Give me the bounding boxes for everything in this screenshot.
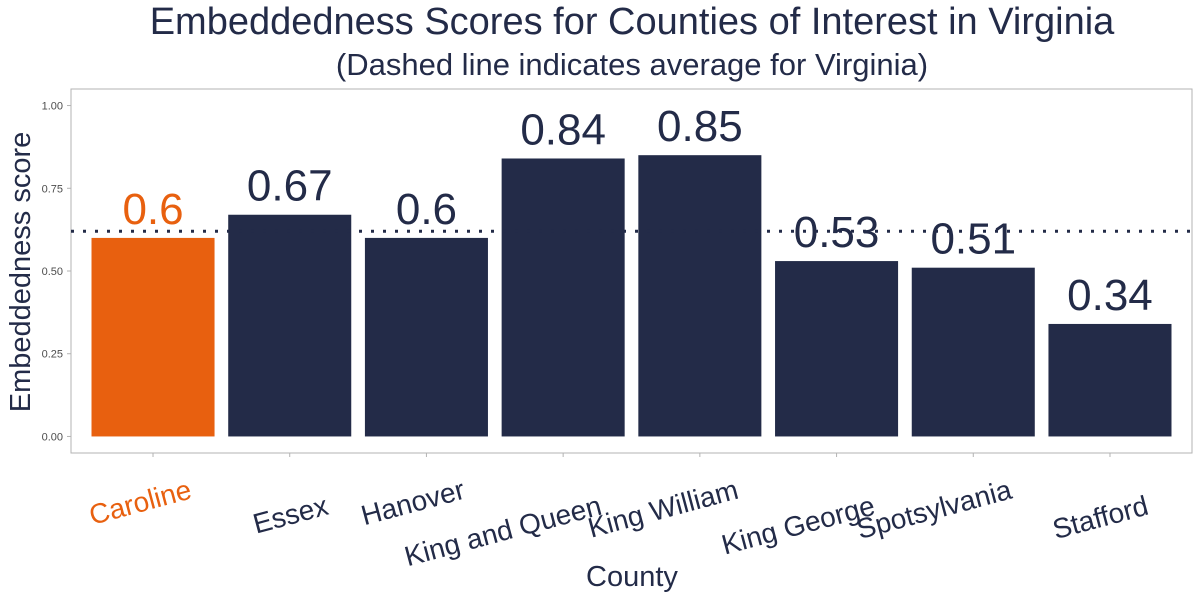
bar — [91, 237, 215, 437]
x-tick-label: King William — [585, 474, 742, 544]
chart-subtitle: (Dashed line indicates average for Virgi… — [336, 47, 928, 82]
x-tick-label: Stafford — [1049, 490, 1151, 545]
x-tick-label: King George — [718, 490, 878, 561]
y-axis: 0.00 0.25 0.50 0.75 1.00 — [42, 101, 71, 443]
bar — [775, 261, 899, 437]
bar-value-label: 0.51 — [930, 215, 1016, 264]
bar — [1048, 323, 1172, 437]
y-tick-label: 0.25 — [42, 349, 63, 361]
x-tick-label: Spotsylvania — [853, 474, 1015, 545]
bar-value-label: 0.67 — [247, 162, 333, 211]
bar — [364, 237, 488, 437]
y-tick-label: 1.00 — [42, 101, 63, 113]
bar-value-label: 0.6 — [396, 185, 457, 234]
bars — [91, 155, 1172, 437]
bar — [638, 155, 762, 437]
bar-value-label: 0.34 — [1067, 271, 1153, 320]
value-labels: 0.6 0.67 0.6 0.84 0.85 0.53 0.51 0.34 — [122, 102, 1152, 320]
x-axis-title: County — [586, 561, 678, 593]
y-tick-label: 0.75 — [42, 183, 63, 195]
y-tick-label: 0.00 — [42, 431, 63, 443]
bar-value-label: 0.84 — [520, 105, 606, 154]
bar — [911, 267, 1035, 437]
x-tick-label: Essex — [250, 490, 332, 540]
chart-title: Embeddedness Scores for Counties of Inte… — [150, 1, 1115, 43]
bar-value-label: 0.53 — [794, 208, 880, 257]
bar-value-label: 0.6 — [122, 185, 183, 234]
y-tick-label: 0.50 — [42, 266, 63, 278]
bar-value-label: 0.85 — [657, 102, 743, 151]
y-axis-title: Embeddedness score — [5, 132, 37, 413]
bar — [228, 214, 352, 437]
bar — [501, 158, 625, 437]
x-tick-label: Hanover — [358, 474, 468, 531]
x-tick-label: Caroline — [86, 474, 195, 531]
